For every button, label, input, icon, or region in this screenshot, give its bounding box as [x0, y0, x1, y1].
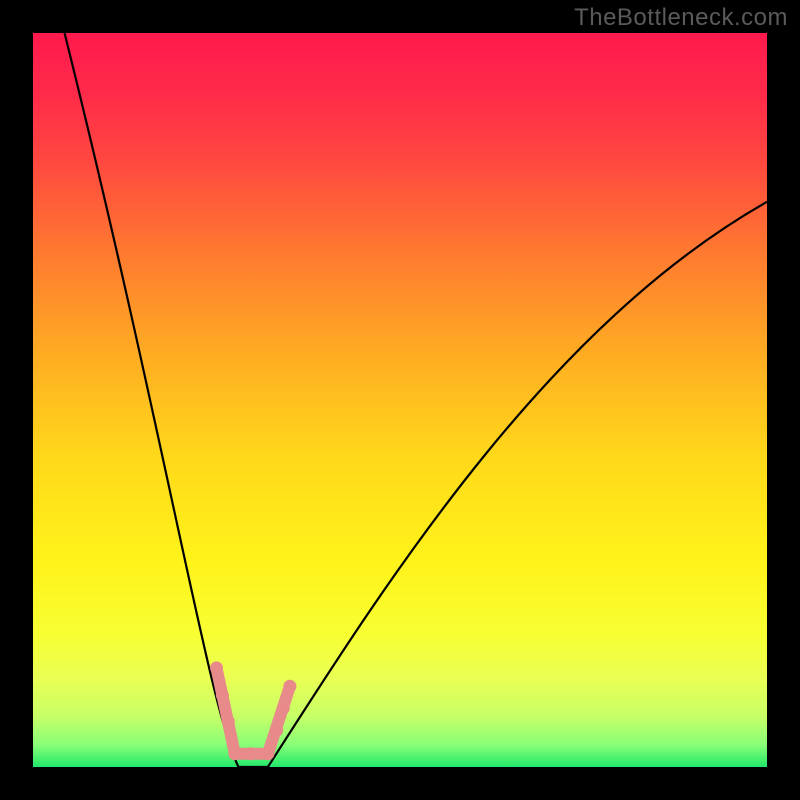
watermark-text: TheBottleneck.com [574, 4, 788, 32]
chart-canvas: TheBottleneck.com [0, 0, 800, 800]
chart-svg [0, 0, 800, 800]
plot-background [33, 33, 767, 767]
